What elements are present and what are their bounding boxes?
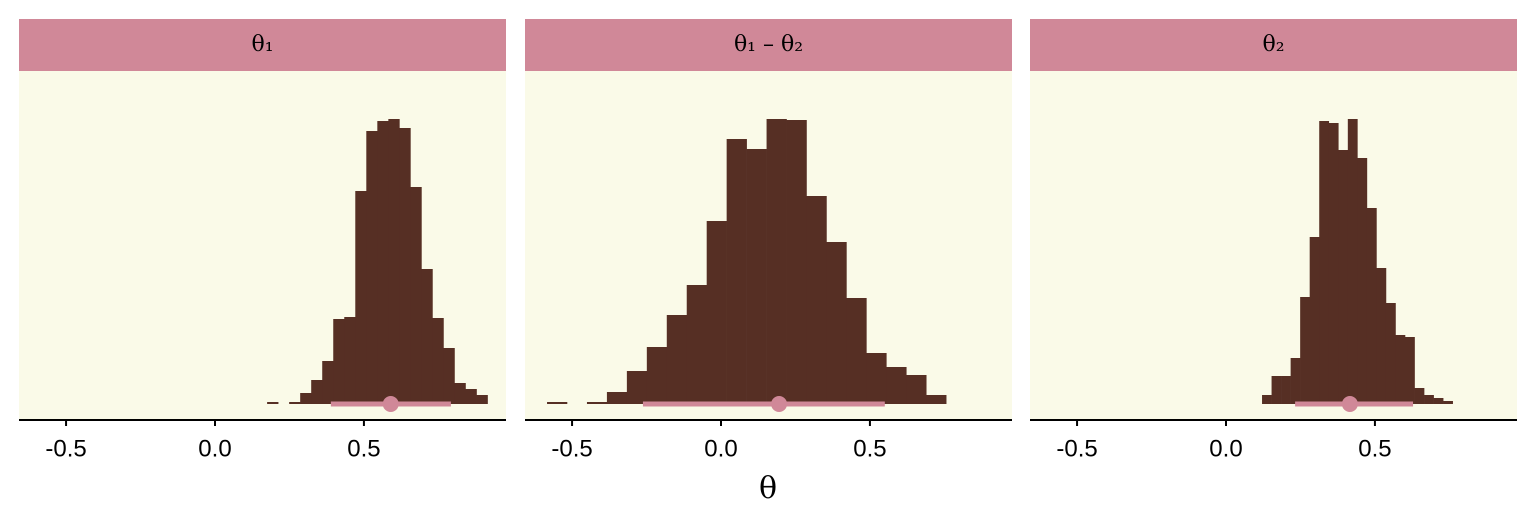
bar [421,269,433,404]
bar [1357,158,1368,404]
x-tick-label: 0.5 [1358,435,1391,462]
bar [333,319,345,404]
bar [1328,123,1339,404]
bar [289,402,301,404]
bar [906,375,927,404]
strip-label: θ₁ [251,32,273,57]
bar [1443,401,1453,404]
x-tick-label: -0.5 [45,435,86,462]
bar [465,389,477,404]
bar [1290,358,1301,404]
x-tick-label: -0.5 [1056,435,1097,462]
point [1341,396,1358,412]
bar [1433,398,1444,404]
bar [886,367,907,404]
bar [1424,395,1434,404]
bar [1300,297,1310,404]
x-tick-label: 0.5 [853,435,886,462]
bar [606,392,628,404]
bar [547,402,568,404]
bar [706,221,727,404]
strip [19,19,506,71]
point [382,396,399,412]
bar [806,196,827,404]
bar [1385,303,1396,404]
bar [366,131,378,404]
bar [267,402,279,404]
bar [322,361,334,404]
bar [1405,337,1415,404]
bar [476,395,488,404]
bar [1271,376,1282,404]
bar [1338,150,1349,404]
bar [726,139,747,404]
strip [1030,19,1517,71]
bar [311,380,323,404]
bar [926,395,947,404]
bar [646,347,668,404]
x-tick-label: -0.5 [551,435,592,462]
bar [300,393,312,404]
bar [786,120,807,404]
bar [344,317,356,404]
bar [766,119,787,404]
bar [1395,335,1406,404]
bar [586,402,608,404]
x-axis-label: θ [759,471,777,506]
point [771,396,788,412]
bar [443,348,455,404]
bar [1281,376,1291,404]
strip [525,19,1012,71]
strip-label: θ₁ – θ₂ [734,32,803,57]
bar [1347,119,1358,404]
strip-label: θ₂ [1262,32,1284,57]
bar [846,298,867,404]
bar [626,371,648,404]
bar [454,383,466,404]
bar [866,353,887,404]
bar [1414,388,1425,404]
bar [432,318,444,404]
bar [388,119,400,404]
bar [1319,121,1330,404]
bar [1366,208,1377,404]
bar [377,121,389,404]
panel-background [1030,71,1517,419]
x-tick-label: 0.0 [704,435,737,462]
bar [410,187,422,404]
bar [1309,237,1320,404]
bar [826,242,847,404]
bar [399,128,411,404]
bar [746,149,767,404]
bar [1262,395,1272,404]
bar [666,315,688,404]
x-tick-label: 0.5 [347,435,380,462]
x-tick-label: 0.0 [1209,435,1242,462]
bar [1376,268,1387,404]
x-tick-label: 0.0 [198,435,231,462]
bar [686,285,707,404]
bar [355,191,367,404]
